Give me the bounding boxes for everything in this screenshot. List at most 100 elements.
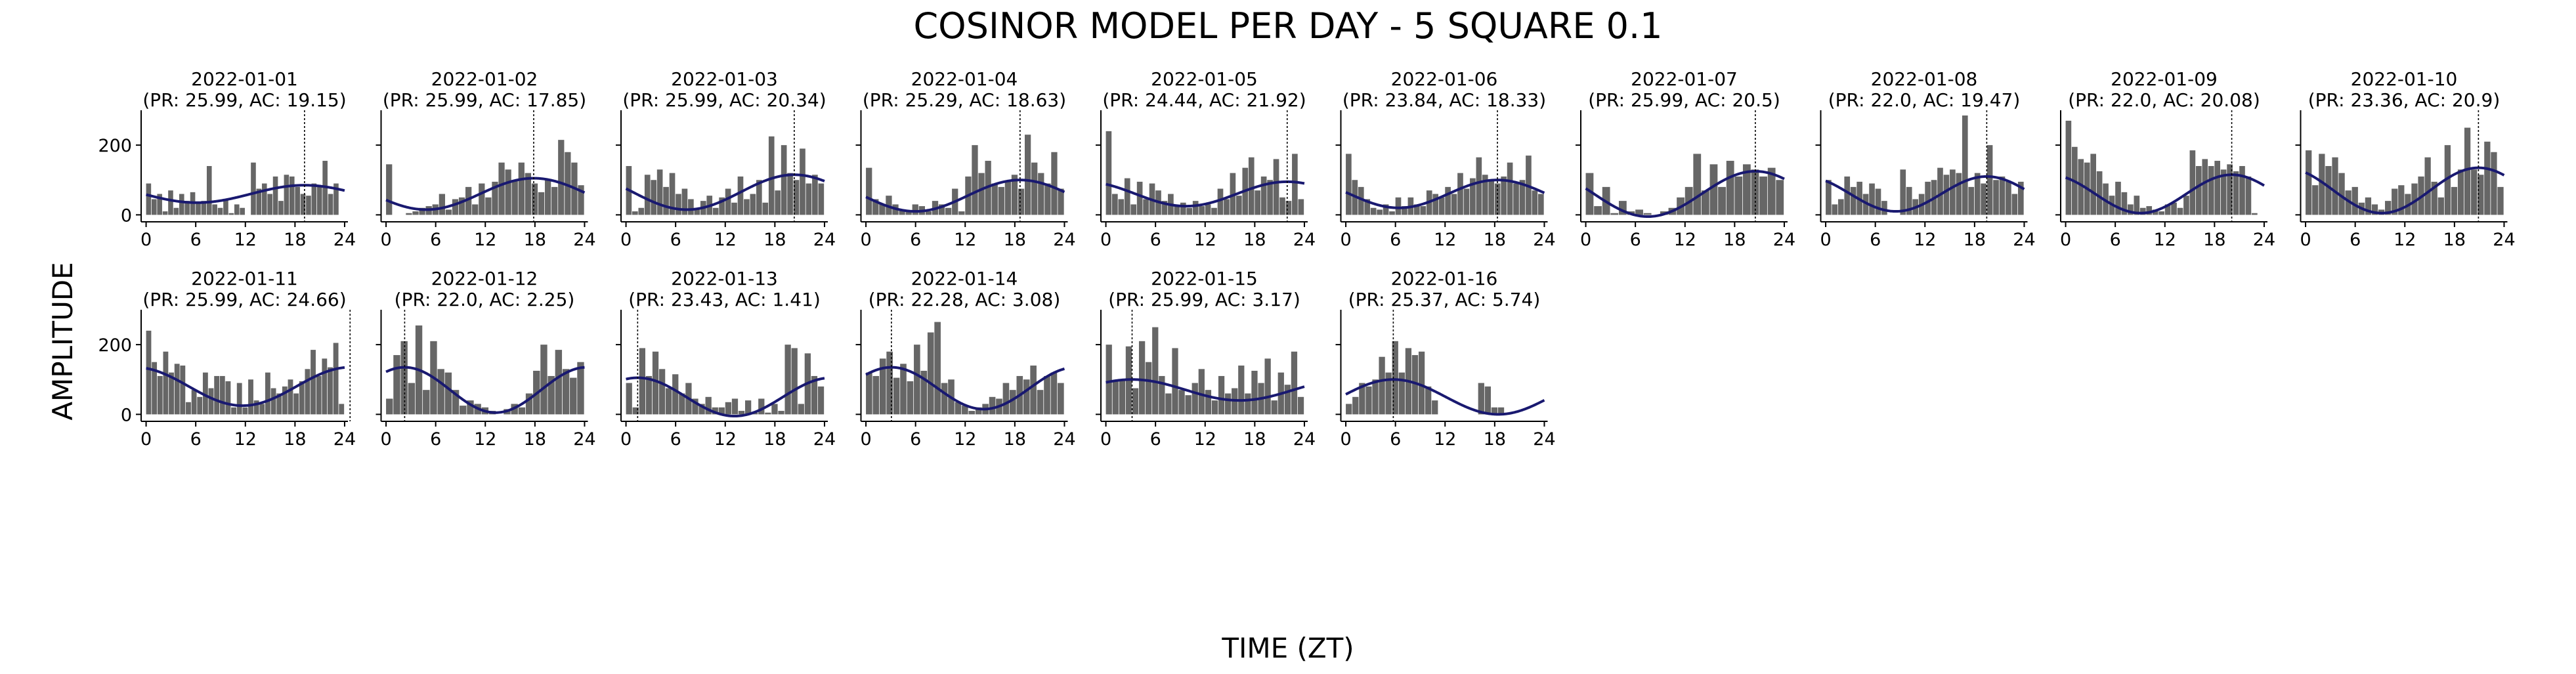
bar bbox=[705, 396, 712, 415]
x-tick-label: 0 bbox=[380, 230, 391, 250]
bar bbox=[644, 175, 651, 215]
x-tick-label: 12 bbox=[1194, 429, 1216, 450]
bar bbox=[184, 201, 190, 215]
bar bbox=[2177, 207, 2183, 215]
bar bbox=[219, 375, 225, 415]
subplot-title: 2022-01-02 bbox=[431, 68, 538, 90]
bar bbox=[339, 404, 345, 415]
bar bbox=[1379, 356, 1385, 415]
bar bbox=[781, 145, 787, 215]
bar bbox=[1618, 201, 1627, 215]
bar bbox=[206, 166, 212, 215]
bar bbox=[1264, 358, 1271, 415]
bar bbox=[408, 383, 416, 415]
x-tick-label: 6 bbox=[2350, 230, 2361, 250]
x-tick-label: 12 bbox=[234, 230, 257, 250]
subplot-title: 2022-01-04 bbox=[911, 68, 1018, 90]
bar bbox=[386, 398, 393, 415]
bar bbox=[240, 207, 245, 215]
bar bbox=[1044, 183, 1051, 215]
bar bbox=[1484, 386, 1492, 415]
bar bbox=[316, 186, 322, 215]
bar bbox=[1513, 183, 1519, 215]
cosinor-fit-line bbox=[1106, 378, 1305, 402]
bar bbox=[2424, 157, 2431, 215]
x-tick-label: 0 bbox=[1580, 230, 1591, 250]
bar bbox=[152, 362, 158, 415]
bar bbox=[2158, 211, 2164, 215]
bar bbox=[485, 197, 492, 215]
bar bbox=[423, 390, 430, 415]
bar bbox=[1174, 206, 1180, 215]
bar bbox=[2065, 120, 2072, 215]
cosinor-fit-line bbox=[865, 366, 1065, 411]
x-tick-label: 0 bbox=[620, 230, 632, 250]
bar bbox=[652, 351, 659, 415]
subplot-title: 2022-01-16 bbox=[1391, 268, 1498, 289]
bar bbox=[712, 207, 719, 215]
bar bbox=[669, 173, 676, 215]
bar bbox=[151, 199, 157, 215]
bar bbox=[2312, 185, 2319, 215]
bar bbox=[1364, 199, 1371, 215]
bar bbox=[196, 202, 201, 215]
bar bbox=[511, 180, 518, 215]
bar bbox=[698, 404, 705, 415]
bar bbox=[311, 183, 317, 215]
bar bbox=[1986, 145, 1993, 215]
bar bbox=[1718, 186, 1726, 215]
bar bbox=[1251, 370, 1258, 415]
bar bbox=[2398, 185, 2405, 215]
bar bbox=[1538, 194, 1544, 215]
bar bbox=[938, 204, 945, 215]
bar bbox=[225, 381, 231, 415]
bar bbox=[2152, 209, 2158, 215]
bar bbox=[879, 358, 886, 415]
x-tick-label: 12 bbox=[474, 230, 496, 250]
bar bbox=[925, 211, 932, 215]
bar bbox=[1002, 383, 1010, 415]
bar bbox=[907, 381, 914, 415]
bar bbox=[899, 209, 905, 215]
subplot-title: 2022-01-11 bbox=[191, 268, 298, 289]
bar bbox=[1742, 164, 1751, 215]
cosinor-fit-line bbox=[625, 173, 825, 211]
x-tick-label: 18 bbox=[1484, 429, 1506, 450]
bar bbox=[544, 180, 551, 215]
x-tick-label: 6 bbox=[430, 230, 441, 250]
bar bbox=[1398, 372, 1405, 415]
bar bbox=[1284, 385, 1291, 415]
bar bbox=[452, 199, 459, 215]
bar bbox=[1507, 162, 1513, 215]
bar bbox=[1478, 383, 1484, 415]
bar bbox=[1279, 197, 1285, 215]
subplot-subtitle: (PR: 25.29, AC: 18.63) bbox=[863, 89, 1066, 111]
bar bbox=[805, 183, 812, 215]
bar bbox=[1198, 369, 1205, 415]
bar bbox=[920, 370, 928, 415]
bar bbox=[2245, 176, 2252, 215]
bar bbox=[191, 390, 197, 415]
bar bbox=[2227, 164, 2233, 215]
bar bbox=[248, 379, 253, 415]
bar bbox=[818, 183, 825, 215]
bar bbox=[731, 202, 737, 215]
x-tick-label: 12 bbox=[234, 429, 257, 450]
bar bbox=[1432, 194, 1439, 215]
bar bbox=[197, 396, 203, 415]
bar bbox=[386, 164, 393, 215]
bar bbox=[278, 201, 284, 215]
bar bbox=[1031, 162, 1038, 215]
bar bbox=[202, 372, 208, 415]
bar bbox=[1776, 180, 1784, 215]
x-tick-label: 24 bbox=[1533, 230, 1555, 250]
x-tick-label: 18 bbox=[763, 230, 786, 250]
bar bbox=[2365, 197, 2372, 215]
bar bbox=[251, 162, 256, 215]
bar bbox=[1178, 390, 1185, 415]
bar bbox=[756, 180, 762, 215]
bar bbox=[1395, 197, 1402, 215]
bar bbox=[2189, 150, 2196, 215]
bar bbox=[1701, 190, 1709, 215]
bar bbox=[978, 173, 985, 215]
